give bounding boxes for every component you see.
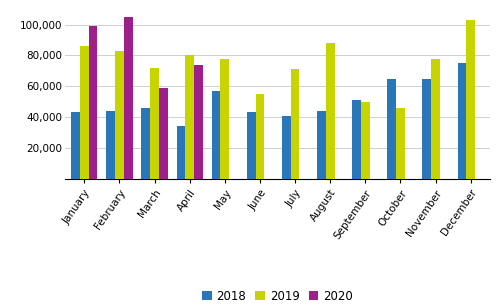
Bar xyxy=(361,102,370,179)
Bar xyxy=(290,69,300,179)
Bar xyxy=(388,79,396,179)
Bar xyxy=(247,112,256,179)
Bar xyxy=(150,68,159,179)
Bar xyxy=(282,116,290,179)
Bar xyxy=(466,20,475,179)
Bar xyxy=(317,111,326,179)
Bar xyxy=(212,91,220,179)
Bar xyxy=(88,26,98,179)
Bar xyxy=(396,108,405,179)
Bar xyxy=(176,126,186,179)
Bar xyxy=(422,79,431,179)
Bar xyxy=(142,108,150,179)
Bar xyxy=(256,94,264,179)
Bar xyxy=(194,65,203,179)
Bar xyxy=(458,63,466,179)
Legend: 2018, 2019, 2020: 2018, 2019, 2020 xyxy=(202,290,353,302)
Bar xyxy=(115,51,124,179)
Bar xyxy=(106,111,115,179)
Bar xyxy=(186,55,194,179)
Bar xyxy=(80,46,88,179)
Bar xyxy=(326,43,334,179)
Bar xyxy=(220,59,229,179)
Bar xyxy=(71,112,80,179)
Bar xyxy=(352,100,361,179)
Bar xyxy=(431,59,440,179)
Bar xyxy=(159,88,168,179)
Bar xyxy=(124,17,132,179)
